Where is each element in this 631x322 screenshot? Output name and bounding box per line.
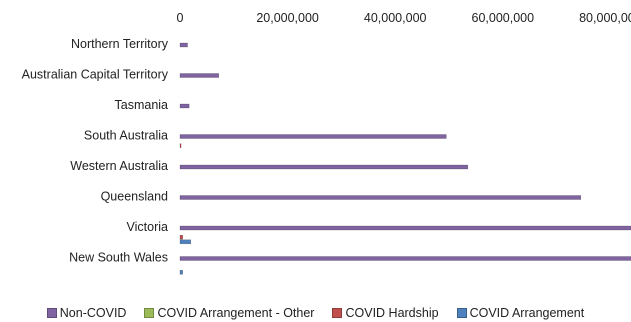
legend-swatch-covid-arrangement-other <box>144 308 155 318</box>
category-label: Australian Capital Territory <box>22 68 169 82</box>
legend-swatch-covid-hardship <box>332 308 343 318</box>
legend-item-covid-hardship: COVID Hardship <box>332 306 439 320</box>
legend-label-non-covid: Non-COVID <box>59 306 127 320</box>
bar-covid-arrangement <box>179 270 183 275</box>
category-label: Tasmania <box>115 98 169 112</box>
x-tick-label: 80,000,000 <box>579 11 631 25</box>
legend-label-covid-hardship: COVID Hardship <box>345 306 439 320</box>
category-label: Northern Territory <box>71 37 169 51</box>
bar-covid-arrangement <box>179 239 192 245</box>
x-tick-label: 60,000,000 <box>472 11 535 25</box>
category-label: Western Australia <box>70 159 168 173</box>
legend-label-covid-arrangement: COVID Arrangement <box>469 306 585 320</box>
bar-non-covid <box>179 225 631 231</box>
bar-non-covid <box>179 164 469 170</box>
legend-swatch-covid-arrangement <box>456 308 467 318</box>
category-label: Victoria <box>127 220 169 234</box>
bar-non-covid <box>179 42 188 48</box>
legend-item-non-covid: Non-COVID <box>46 306 127 320</box>
legend: Non-COVID COVID Arrangement - Other COVI… <box>0 306 631 320</box>
category-label: Queensland <box>101 190 168 204</box>
x-tick-label: 40,000,000 <box>364 11 427 25</box>
category-label: New South Wales <box>69 251 168 265</box>
bar-covid-hardship <box>179 234 183 240</box>
legend-swatch-non-covid <box>46 308 57 318</box>
x-tick-label: 20,000,000 <box>256 11 319 25</box>
bar-non-covid <box>179 73 219 78</box>
bar-chart: 0 20,000,000 40,000,000 60,000,000 80,000,00… <box>22 11 631 275</box>
legend-item-covid-arrangement: COVID Arrangement <box>456 306 585 320</box>
bar-covid-hardship <box>179 143 182 148</box>
legend-item-covid-arrangement-other: COVID Arrangement - Other <box>144 306 314 320</box>
bar-non-covid <box>179 256 631 261</box>
category-label: South Australia <box>84 129 168 143</box>
bar-non-covid <box>179 103 190 109</box>
bar-non-covid <box>179 134 447 139</box>
bar-non-covid <box>179 195 582 200</box>
legend-label-covid-arrangement-other: COVID Arrangement - Other <box>157 306 315 320</box>
x-tick-label: 0 <box>177 11 184 25</box>
